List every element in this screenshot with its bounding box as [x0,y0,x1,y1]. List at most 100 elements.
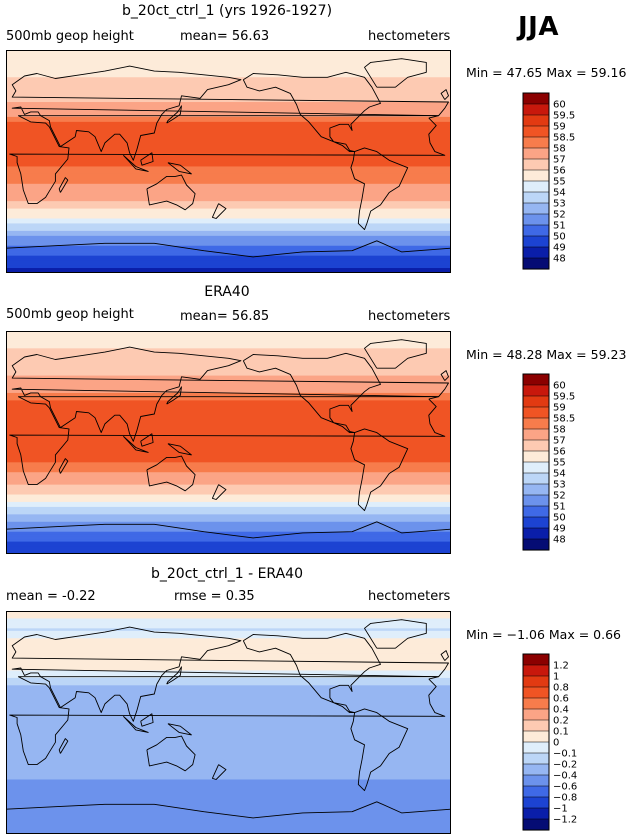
field-band [6,462,451,466]
field-band [6,700,451,704]
coastline [58,738,69,754]
field-band [6,437,451,441]
field-band [6,677,451,681]
panel-2-minmax: Min = 48.28 Max = 59.23 [466,347,627,362]
field-band [6,534,451,538]
field-band [6,477,451,481]
field-band [6,724,451,729]
colorbar-swatch [522,406,550,419]
field-band [6,762,451,766]
field-band [6,509,451,513]
field-band [6,220,451,225]
coastline [364,58,427,88]
coastline [364,339,427,369]
field-band [6,263,451,267]
field-band [6,819,451,823]
colorbar-swatch [522,191,550,204]
field-band [6,67,451,71]
field-band [6,774,451,778]
field-band [6,102,451,106]
colorbar-label: 56 [553,447,566,458]
field-band [6,178,451,182]
panel-2-title: ERA40 [204,284,250,300]
field-band [6,618,451,622]
coastline [9,676,446,766]
field-band [6,129,451,133]
field-band [6,487,451,491]
field-band [6,789,451,793]
field-band [6,154,451,158]
field-band [6,452,451,456]
colorbar-swatch [522,527,550,540]
colorbar-swatch [522,818,550,831]
colorbar-label: 49 [553,243,566,254]
coastline [166,666,182,685]
colorbar-label: 0 [553,738,559,749]
coastline [9,396,446,486]
colorbar-swatch [522,494,550,507]
field-band [6,467,451,471]
field-band [6,99,451,103]
field-band [6,752,451,756]
field-band [6,729,451,734]
coastline [242,71,381,153]
field-band [6,333,451,337]
field-band [6,514,451,518]
colorbar-label: 0.1 [553,727,569,738]
field-band [6,786,451,790]
colorbar-swatch [522,472,550,485]
field-band [6,454,451,458]
field-band [6,368,451,372]
panel-3-right-label: hectometers [368,589,451,604]
field-band [6,814,451,818]
field-band [6,705,451,709]
coastlines [6,58,451,258]
colorbar-label: 52 [553,210,566,221]
field-band [6,358,451,362]
colorbar-label: 0.4 [553,705,569,716]
colorbar-label: 56 [553,166,566,177]
field-band [6,62,451,66]
field-band [6,667,451,672]
field-band [6,497,451,501]
coastline [140,713,154,727]
colorbar-label: −0.1 [553,749,577,760]
coastline [211,203,227,219]
field-band [6,670,451,674]
colorbar-swatch [522,516,550,529]
field-band [6,739,451,743]
field-band [6,519,451,523]
field-band [6,529,451,533]
field-band [6,665,451,669]
field-band [6,692,451,696]
colorbar-swatch [522,257,550,270]
colorbar-swatch [522,235,550,248]
field-band [6,697,451,701]
colorbar-label: 49 [553,524,566,535]
field-band [6,806,451,810]
coastline [167,723,192,736]
coastline [166,105,182,124]
colorbar-swatch [522,92,550,105]
coastline [140,433,154,447]
coastline [350,147,409,231]
field-band [6,173,451,177]
map-panel-1 [6,50,451,273]
field-band [6,54,451,59]
map-frame [6,50,451,273]
colorbar-swatch [522,395,550,408]
field-band [6,348,451,352]
field-band [6,89,451,93]
field-band [6,420,451,424]
field-band [6,484,451,488]
field-band [6,809,451,813]
field-band [6,779,451,783]
field-band [6,74,451,78]
field-band [6,682,451,686]
colorbar-swatch [522,202,550,215]
field-band [6,218,451,222]
field-band [6,715,451,719]
field-band [6,531,451,535]
field-band [6,658,451,662]
colorbar-label: 51 [553,502,566,513]
